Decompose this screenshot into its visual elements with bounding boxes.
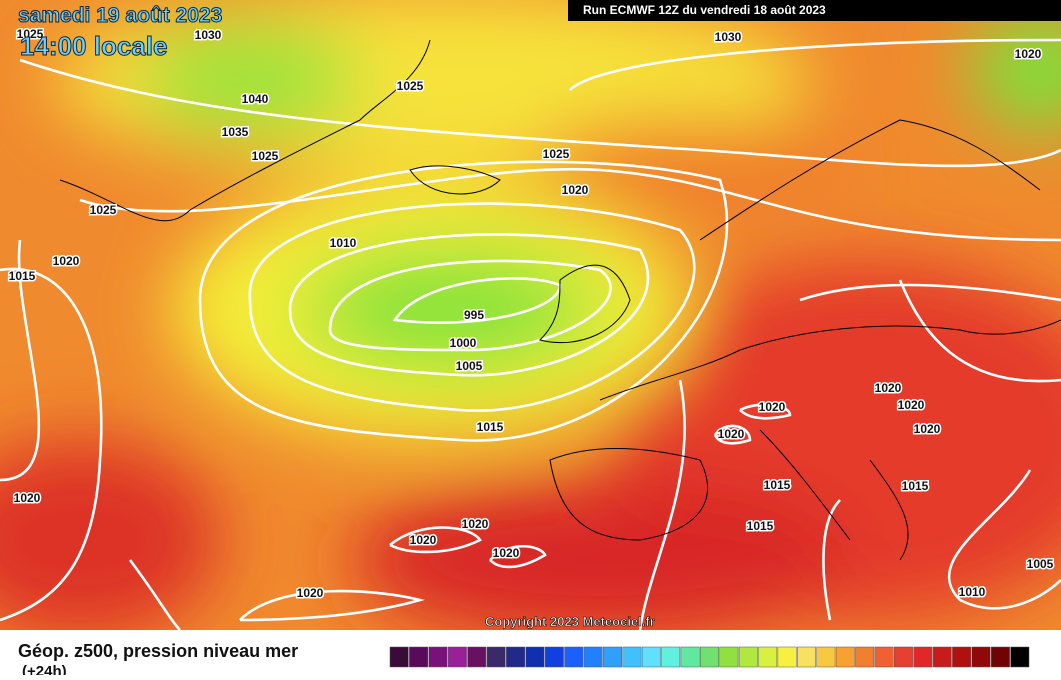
isobar-label: 1020 (462, 517, 489, 531)
isobar-label: 995 (464, 308, 484, 322)
isobar-label: 1005 (1027, 557, 1054, 571)
isobar-label: 1020 (562, 183, 589, 197)
isobar-label: 1020 (410, 533, 437, 547)
isobar-label: 1010 (330, 236, 357, 250)
scale-swatch (952, 646, 972, 668)
scale-swatch (893, 646, 913, 668)
scale-swatch (932, 646, 952, 668)
isobar-label: 1030 (715, 30, 742, 44)
scale-swatch (777, 646, 797, 668)
isobar-label: 1020 (493, 546, 520, 560)
run-text: Run ECMWF 12Z du vendredi 18 août 2023 (583, 3, 826, 17)
time: 14:00 locale (20, 31, 167, 61)
legend-lead: (+24h) (22, 663, 67, 675)
scale-swatch (428, 646, 448, 668)
scale-swatch (661, 646, 681, 668)
scale-swatch (874, 646, 894, 668)
isobar-label: 1030 (195, 28, 222, 42)
isobar-label: 1015 (902, 479, 929, 493)
scale-swatch (389, 646, 409, 668)
legend-title: Géop. z500, pression niveau mer (18, 641, 298, 661)
scale-swatch (525, 646, 545, 668)
scale-swatch (447, 646, 467, 668)
isobar-label: 1020 (875, 381, 902, 395)
isobars (0, 38, 1061, 631)
isobar-label: 1020 (914, 422, 941, 436)
scale-swatch (816, 646, 836, 668)
isobar-label: 1015 (9, 269, 36, 283)
scale-swatch (622, 646, 642, 668)
isobar-label: 1020 (53, 254, 80, 268)
scale-swatch (603, 646, 622, 668)
isobar-label: 1035 (222, 125, 249, 139)
isobar-label: 1025 (397, 79, 424, 93)
scale-swatch (506, 646, 526, 668)
isobar-label: 1025 (90, 203, 117, 217)
isobar-label: 1015 (764, 478, 791, 492)
scale-swatch (797, 646, 816, 668)
run-bar (568, 0, 1061, 21)
scale-swatch (913, 646, 933, 668)
scale-swatch (680, 646, 700, 668)
isobar-label: 1020 (14, 491, 41, 505)
scale-swatch (641, 646, 661, 668)
isobar-label: 1015 (747, 519, 774, 533)
isobar-label: 1020 (718, 427, 745, 441)
scale-swatch (583, 646, 603, 668)
scale-swatch (544, 646, 564, 668)
scale-swatch (719, 646, 739, 668)
isobar-label: 1020 (759, 400, 786, 414)
isobar-label: 1005 (456, 359, 483, 373)
isobar-label: 1000 (450, 336, 477, 350)
isobar-label: 1025 (543, 147, 570, 161)
field (0, 0, 1061, 640)
scale-swatch (409, 646, 429, 668)
isobar-label: 1040 (242, 92, 269, 106)
scale-swatch (738, 646, 758, 668)
isobar-label: 1020 (1015, 47, 1042, 61)
scale-swatch (700, 646, 719, 668)
copyright: Copyright 2023 Meteociel.fr (485, 614, 655, 629)
isobar-label: 1010 (959, 585, 986, 599)
color-scale (389, 646, 1030, 668)
scale-swatch (564, 646, 584, 668)
isobar-label: 1020 (898, 398, 925, 412)
scale-swatch (486, 646, 506, 668)
scale-swatch (1010, 646, 1030, 668)
scale-swatch (855, 646, 875, 668)
isobar-label: 1020 (297, 586, 324, 600)
scale-swatch (835, 646, 855, 668)
scale-swatch (990, 646, 1010, 668)
scale-swatch (467, 646, 487, 668)
isobar-label: 1015 (477, 420, 504, 434)
scale-swatch (758, 646, 778, 668)
coastlines (59, 39, 1061, 561)
isobar-label: 1025 (252, 149, 279, 163)
isobar-label: 1025 (17, 27, 44, 41)
date: samedi 19 août 2023 (18, 4, 222, 27)
scale-swatch (971, 646, 991, 668)
